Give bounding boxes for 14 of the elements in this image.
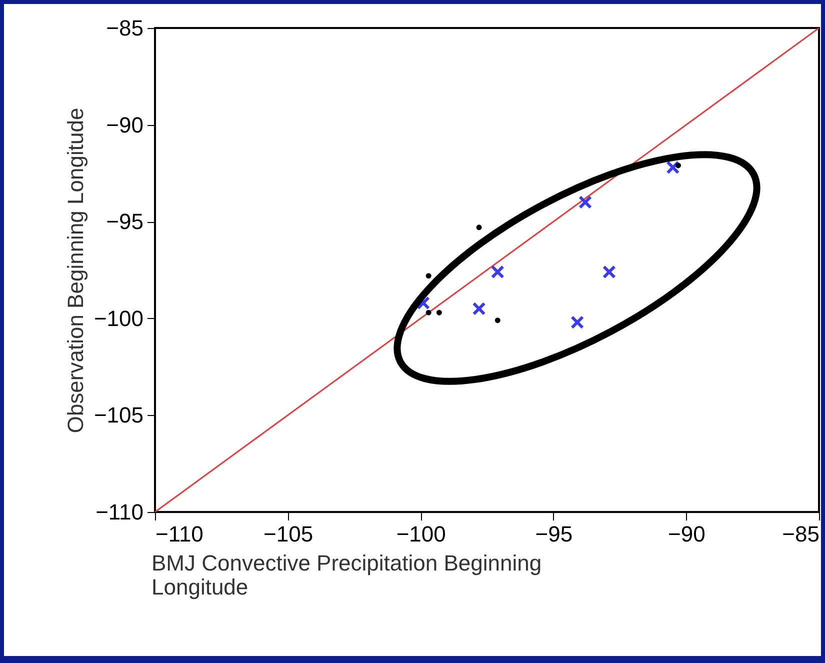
y-tick-label: −95 (106, 209, 144, 234)
y-tick-label: −85 (106, 16, 144, 40)
y-tick-label: −90 (106, 112, 144, 138)
x-tick-label: −100 (396, 522, 446, 546)
x-tick-label: −110 (156, 522, 204, 546)
x-tick-label: −105 (264, 522, 314, 546)
y-tick-label: −110 (96, 500, 144, 524)
x-tick-label: −95 (535, 522, 573, 546)
y-axis-title: Observation Beginning Longitude (62, 108, 88, 434)
x-tick-label: −85 (782, 522, 820, 546)
y-tick-label: −105 (94, 402, 144, 428)
x-axis-title: BMJ Convective Precipitation Beginning Longitude (152, 550, 542, 600)
x-tick-label: −90 (668, 522, 706, 546)
y-tick-label: −100 (94, 306, 144, 331)
